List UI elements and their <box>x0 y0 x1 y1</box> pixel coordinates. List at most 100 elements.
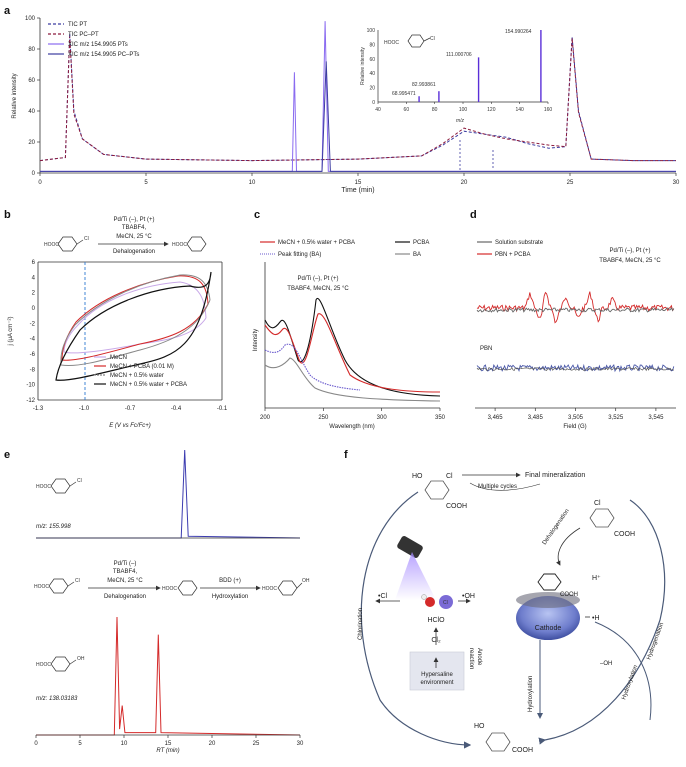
cv-mecn-pcba <box>61 275 209 361</box>
inset-ytick-label-1: 20 <box>369 86 375 92</box>
f-chlorination: Chlorination <box>358 608 364 640</box>
panel-b-reaction: HOOC Cl Pd/Ti (–), Pt (+) TBABF4, MeCN, … <box>44 217 207 255</box>
panel-a-series <box>39 21 676 172</box>
c-legend-3: Peak fitting (BA) <box>278 252 321 258</box>
panel-c-axes <box>264 262 440 409</box>
a-xtick-label-5: 25 <box>567 180 574 186</box>
d-xtick-0: 3,465 <box>488 415 504 421</box>
f-cl-radical: •Cl <box>378 593 388 600</box>
inset-peak-68: 68.995471 <box>392 91 416 97</box>
b-legend-4: MeCN + 0.5% water + PCBA <box>110 382 187 388</box>
c-curve-mecn-water-pcba <box>264 313 441 393</box>
panel-c-ylabel: Intensity <box>253 329 259 351</box>
panel-b-legend: MeCN MeCN + PCBA (0.01 M) MeCN + 0.5% wa… <box>94 355 187 388</box>
a-ytick-label-3: 60 <box>28 78 35 84</box>
a-xtick-label-2: 10 <box>249 180 256 186</box>
panel-b-axes <box>37 261 223 401</box>
panel-c-curves <box>264 297 441 402</box>
a-ytick-label-4: 80 <box>28 47 35 53</box>
d-trace-pbn-gray <box>476 366 675 372</box>
inset-ytick-label-0: 0 <box>372 100 375 106</box>
f-h-plus: H⁺ <box>592 575 601 582</box>
svg-text:MeCN, 25 °C: MeCN, 25 °C <box>107 578 143 584</box>
svg-text:Cl: Cl <box>75 578 80 584</box>
svg-text:Hydroxylation: Hydroxylation <box>212 594 248 600</box>
e-trace-top <box>36 449 301 539</box>
panel-b-cv-curves <box>55 271 212 381</box>
b-xtick-2: -0.7 <box>125 406 136 412</box>
f-anode-1: Anode <box>476 648 482 666</box>
svg-text:Hypersaline: Hypersaline <box>421 672 453 678</box>
e-bottom-molecule: HOOC OH <box>36 656 85 672</box>
d-legend-1: Solution substrate <box>495 240 544 246</box>
b-xtick-4: -0.1 <box>217 406 228 412</box>
f-cathode: Cathode COOH <box>516 573 580 640</box>
f-arc-right <box>538 499 666 745</box>
b-dehalogenation: Dehalogenation <box>113 249 155 255</box>
c-legend-2: PCBA <box>413 240 429 246</box>
b-xtick-1: -1.0 <box>79 406 90 412</box>
e-xtick-2: 10 <box>121 741 128 747</box>
panel-c-ticks: 200 250 300 350 <box>260 408 446 421</box>
a-ytick-label-5: 100 <box>25 16 36 22</box>
panel-a-inset: 40 60 80 100 120 140 160 0 20 40 60 80 100 Relative … <box>360 28 552 124</box>
panel-b-ylabel: j (μA cm⁻²) <box>8 317 14 347</box>
b-cond-1: Pd/Ti (–), Pt (+) <box>114 217 155 223</box>
b-xtick-0: -1.3 <box>33 406 44 412</box>
f-right-molecule: Cl COOH <box>589 500 635 538</box>
panel-a-label: a <box>4 5 11 17</box>
svg-text:Dehalogenation: Dehalogenation <box>104 594 146 600</box>
c-xtick-1: 250 <box>318 415 329 421</box>
e-top-molecule: HOOC Cl <box>36 478 82 494</box>
f-oh-radical: •OH <box>462 593 475 600</box>
panel-f: f HO Cl COOH Final mineralization Multip… <box>344 449 665 754</box>
svg-text:environment: environment <box>420 680 453 686</box>
b-ytick-8: -10 <box>26 383 35 389</box>
panel-d: d Solution substrate PBN + PCBA Pd/Ti (–… <box>470 209 676 430</box>
panel-a-ylabel: Relative intensity <box>12 73 18 118</box>
c-legend-4: BA <box>413 252 421 258</box>
svg-text:HOOC: HOOC <box>384 40 399 46</box>
panel-b-xlabel: E (V vs Fc/Fc+) <box>109 423 151 429</box>
panel-b: b HOOC Cl Pd/Ti (–), Pt (+) TBABF4, MeCN… <box>4 209 228 429</box>
legend-xic-pts: XIC m/z 154.9905 PTs <box>68 42 128 48</box>
f-bottom-molecule: HO COOH <box>474 723 533 754</box>
panel-e: e HOOC Cl m/z: 155.998 HOOC Cl Pd/Ti (–)… <box>4 449 310 754</box>
panel-a-legend: TIC PT TIC PC–PT XIC m/z 154.9905 PTs XI… <box>48 22 139 58</box>
panel-c-legend: MeCN + 0.5% water + PCBA PCBA Peak fitti… <box>260 240 429 258</box>
panel-a-axes <box>39 18 676 174</box>
e-xtick-4: 20 <box>209 741 216 747</box>
c-cond-2: TBABF4, MeCN, 25 °C <box>287 286 349 292</box>
b-cond-3: MeCN, 25 °C <box>116 234 152 240</box>
d-trace-solution <box>476 307 675 313</box>
b-ytick-7: -8 <box>30 367 36 373</box>
inset-molecule: HOOC 154.990264 Cl <box>384 34 435 48</box>
f-uv-lamp <box>395 536 436 600</box>
inset-xtick-label-2: 80 <box>432 107 438 113</box>
panel-c: c MeCN + 0.5% water + PCBA PCBA Peak fit… <box>253 209 446 430</box>
svg-text:HOOC: HOOC <box>34 584 49 590</box>
f-arc-left <box>360 491 472 749</box>
f-hydroxylation-left: Hydroxylation <box>528 676 534 712</box>
a-xtick-label-1: 5 <box>144 180 148 186</box>
inset-xlabel: m/z <box>456 118 465 124</box>
e-mz-bottom: m/z: 138.03183 <box>36 696 78 702</box>
b-legend-1: MeCN <box>110 355 127 361</box>
panel-b-ticks: -1.3 -1.0 -0.7 -0.4 -0.1 6 4 2 0 -2 -4 -6 -8 -10 -12 <box>26 260 228 412</box>
b-legend-2: MeCN + PCBA (0.01 M) <box>110 364 174 370</box>
f-cl-atom: Cl <box>443 600 448 606</box>
inset-peak-82: 82.993861 <box>412 82 436 88</box>
e-mz-top: m/z: 155.998 <box>36 524 71 530</box>
d-pbn-label: PBN <box>480 346 492 352</box>
b-mol-left: HOOC <box>44 242 59 248</box>
e-xtick-5: 25 <box>253 741 260 747</box>
inset-ytick-label-5: 100 <box>367 28 376 34</box>
d-cond-2: TBABF4, MeCN, 25 °C <box>599 258 661 264</box>
c-curve-ba <box>264 357 441 402</box>
panel-d-label: d <box>470 209 477 221</box>
inset-xtick-label-6: 160 <box>544 107 553 113</box>
e-xtick-3: 15 <box>165 741 172 747</box>
f-multiple-cycles: Multiple cycles <box>478 484 517 490</box>
a-ytick-label-2: 40 <box>28 109 35 115</box>
a-series-3 <box>40 61 676 172</box>
